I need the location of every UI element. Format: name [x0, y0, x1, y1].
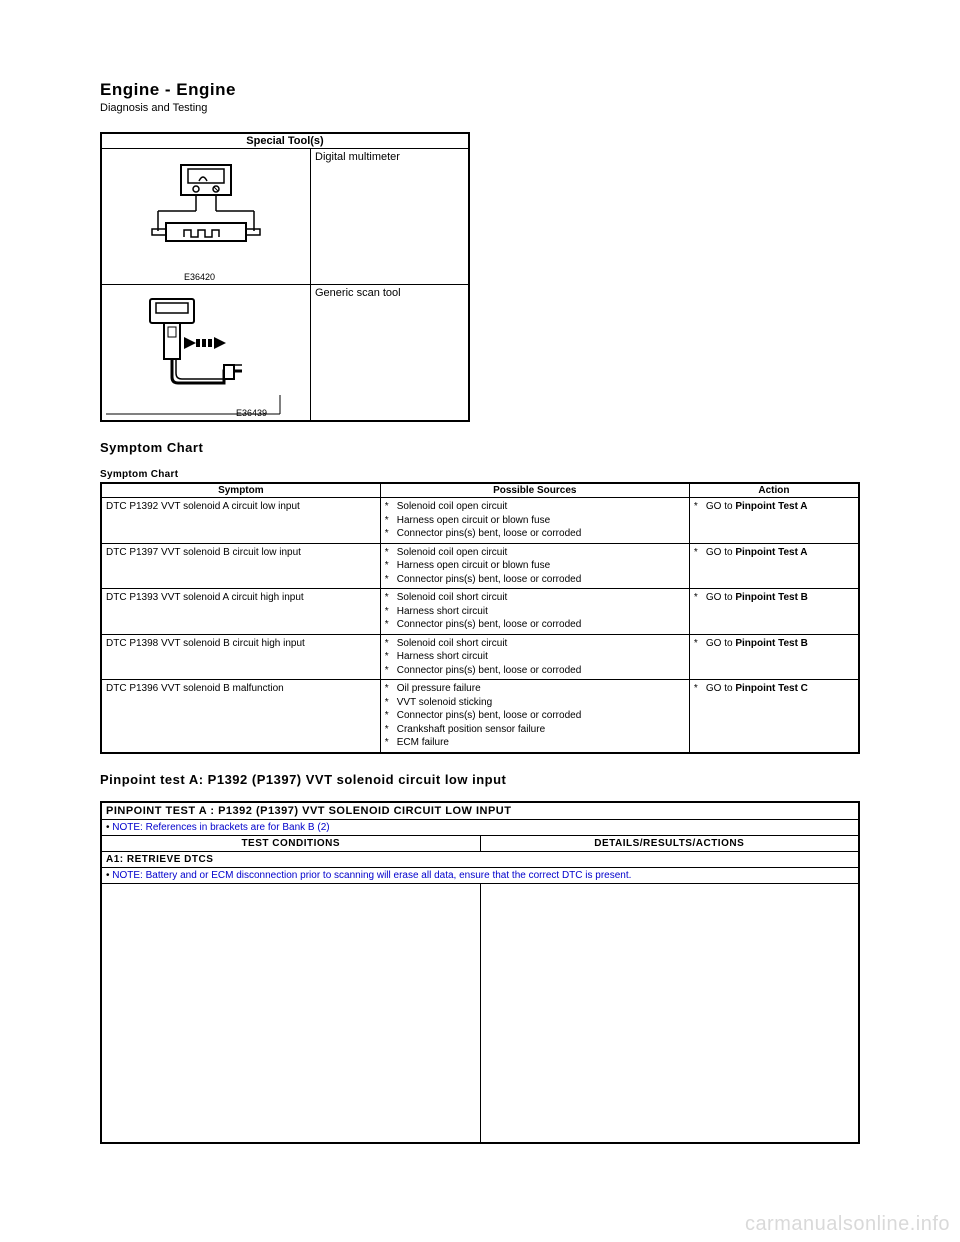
- tool-code-2: E36439: [236, 408, 267, 418]
- symptom-cell: DTC P1392 VVT solenoid A circuit low inp…: [101, 498, 380, 544]
- pinpoint-col-left: TEST CONDITIONS: [101, 835, 480, 851]
- pinpoint-col-right: DETAILS/RESULTS/ACTIONS: [480, 835, 859, 851]
- col-sources: Possible Sources: [380, 483, 689, 498]
- pinpoint-note-1: • NOTE: References in brackets are for B…: [101, 819, 859, 835]
- symptom-table: Symptom Possible Sources Action DTC P139…: [100, 482, 860, 754]
- tools-header: Special Tool(s): [101, 133, 469, 149]
- col-symptom: Symptom: [101, 483, 380, 498]
- pinpoint-step: A1: RETRIEVE DTCS: [101, 851, 859, 867]
- pinpoint-table: PINPOINT TEST A : P1392 (P1397) VVT SOLE…: [100, 801, 860, 1145]
- tool-image-multimeter: E36420: [101, 149, 311, 285]
- pinpoint-body-right: [480, 883, 859, 1143]
- tool-code-1: E36420: [184, 272, 215, 282]
- action-cell: *GO to Pinpoint Test A: [689, 543, 859, 589]
- pinpoint-note-2: • NOTE: Battery and or ECM disconnection…: [101, 867, 859, 883]
- pinpoint-section-title: Pinpoint test A: P1392 (P1397) VVT solen…: [100, 772, 860, 787]
- page-subtitle: Diagnosis and Testing: [100, 102, 860, 114]
- symptom-cell: DTC P1398 VVT solenoid B circuit high in…: [101, 634, 380, 680]
- sources-cell: *Solenoid coil open circuit*Harness open…: [380, 543, 689, 589]
- tool-label-1: Digital multimeter: [311, 149, 470, 285]
- page-title: Engine - Engine: [100, 80, 860, 100]
- symptom-cell: DTC P1393 VVT solenoid A circuit high in…: [101, 589, 380, 635]
- symptom-table-title: Symptom Chart: [100, 469, 860, 480]
- scantool-icon: [106, 287, 306, 415]
- special-tools-table: Special Tool(s): [100, 132, 470, 422]
- tool-label-2: Generic scan tool: [311, 285, 470, 422]
- tool-image-scantool: E36439: [101, 285, 311, 422]
- sources-cell: *Solenoid coil open circuit*Harness open…: [380, 498, 689, 544]
- symptom-section-title: Symptom Chart: [100, 440, 860, 455]
- sources-cell: *Oil pressure failure*VVT solenoid stick…: [380, 680, 689, 753]
- pinpoint-box-title: PINPOINT TEST A : P1392 (P1397) VVT SOLE…: [101, 802, 859, 820]
- action-cell: *GO to Pinpoint Test A: [689, 498, 859, 544]
- pinpoint-body-left: [101, 883, 480, 1143]
- action-cell: *GO to Pinpoint Test B: [689, 634, 859, 680]
- col-action: Action: [689, 483, 859, 498]
- sources-cell: *Solenoid coil short circuit*Harness sho…: [380, 589, 689, 635]
- watermark: carmanualsonline.info: [745, 1213, 950, 1236]
- action-cell: *GO to Pinpoint Test C: [689, 680, 859, 753]
- sources-cell: *Solenoid coil short circuit*Harness sho…: [380, 634, 689, 680]
- multimeter-icon: [106, 151, 306, 279]
- symptom-cell: DTC P1396 VVT solenoid B malfunction: [101, 680, 380, 753]
- symptom-cell: DTC P1397 VVT solenoid B circuit low inp…: [101, 543, 380, 589]
- action-cell: *GO to Pinpoint Test B: [689, 589, 859, 635]
